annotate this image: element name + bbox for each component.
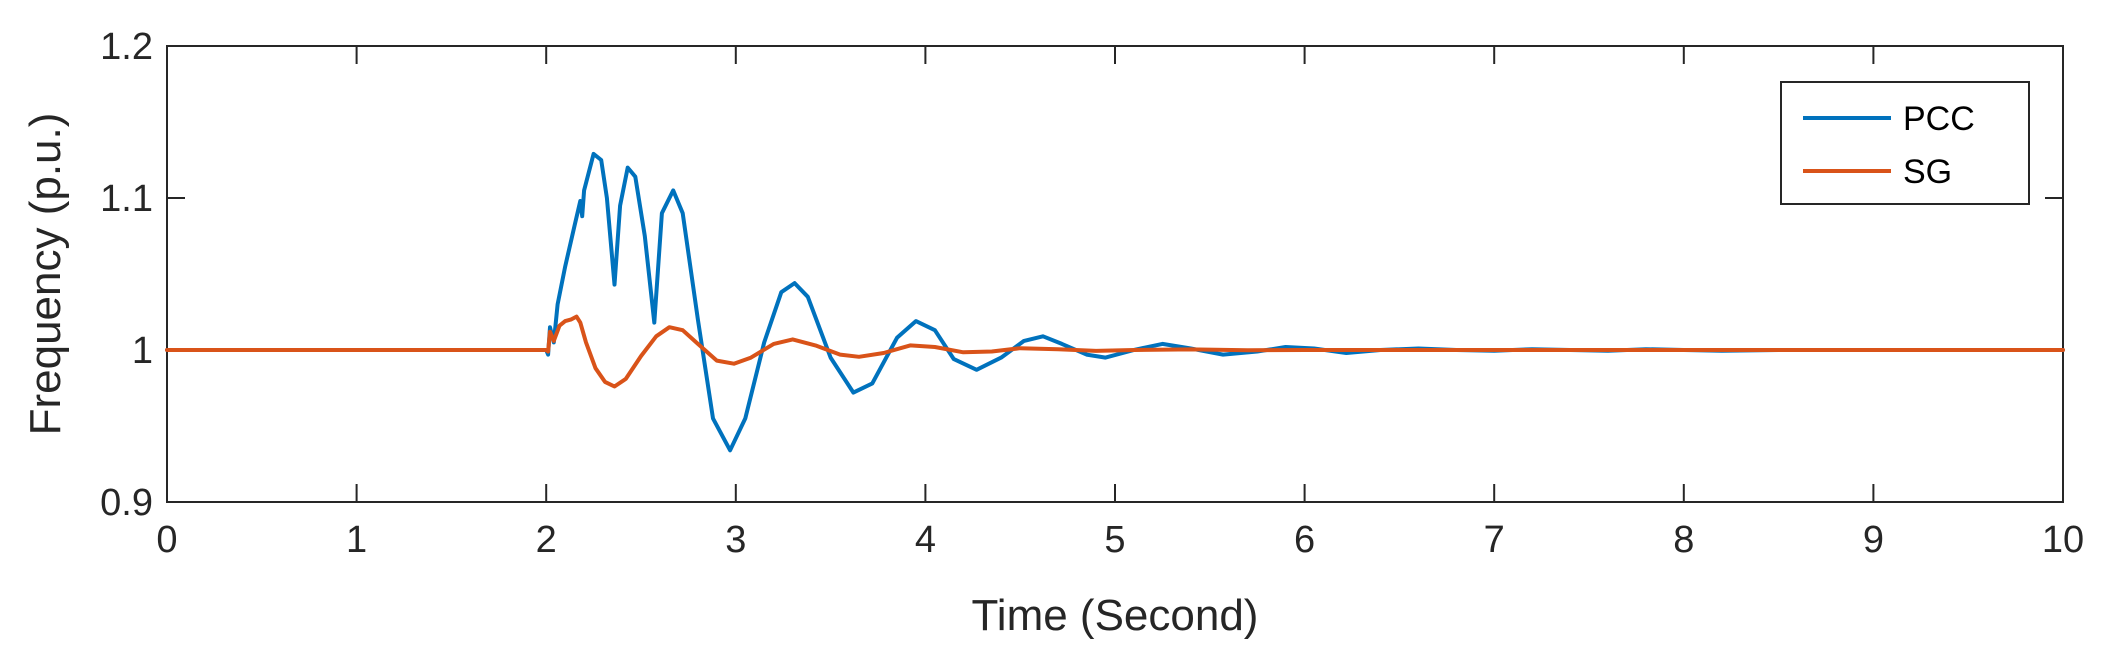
y-tick-label: 0.9 [100, 482, 153, 524]
y-tick-label: 1 [132, 330, 153, 372]
x-tick-label: 5 [1104, 519, 1125, 561]
legend: PCC SG [1780, 81, 2030, 205]
legend-label-pcc: PCC [1903, 100, 1975, 138]
y-tick-label: 1.2 [100, 26, 153, 68]
x-tick-label: 4 [915, 519, 936, 561]
plot-area [165, 45, 2065, 503]
x-tick-label: 0 [156, 519, 177, 561]
y-axis-label: Frequency (p.u.) [21, 113, 70, 436]
x-tick-label: 3 [725, 519, 746, 561]
legend-box [1780, 81, 2030, 205]
x-tick-label: 9 [1863, 519, 1884, 561]
y-tick-label: 1.1 [100, 178, 153, 220]
plot-frame [166, 45, 2064, 503]
x-tick-label: 2 [536, 519, 557, 561]
x-tick-label: 10 [2042, 519, 2084, 561]
x-tick-label: 7 [1484, 519, 1505, 561]
series-lines [165, 151, 2065, 453]
x-tick-labels: 0 1 2 3 4 5 6 7 8 9 10 [156, 519, 2084, 561]
x-tick-label: 6 [1294, 519, 1315, 561]
series-line-sg [165, 314, 2065, 389]
x-axis-label: Time (Second) [972, 591, 1259, 640]
x-tick-label: 8 [1673, 519, 1694, 561]
y-tick-labels: 0.9 1 1.1 1.2 [100, 26, 153, 524]
legend-label-sg: SG [1903, 153, 1952, 191]
x-tick-label: 1 [346, 519, 367, 561]
